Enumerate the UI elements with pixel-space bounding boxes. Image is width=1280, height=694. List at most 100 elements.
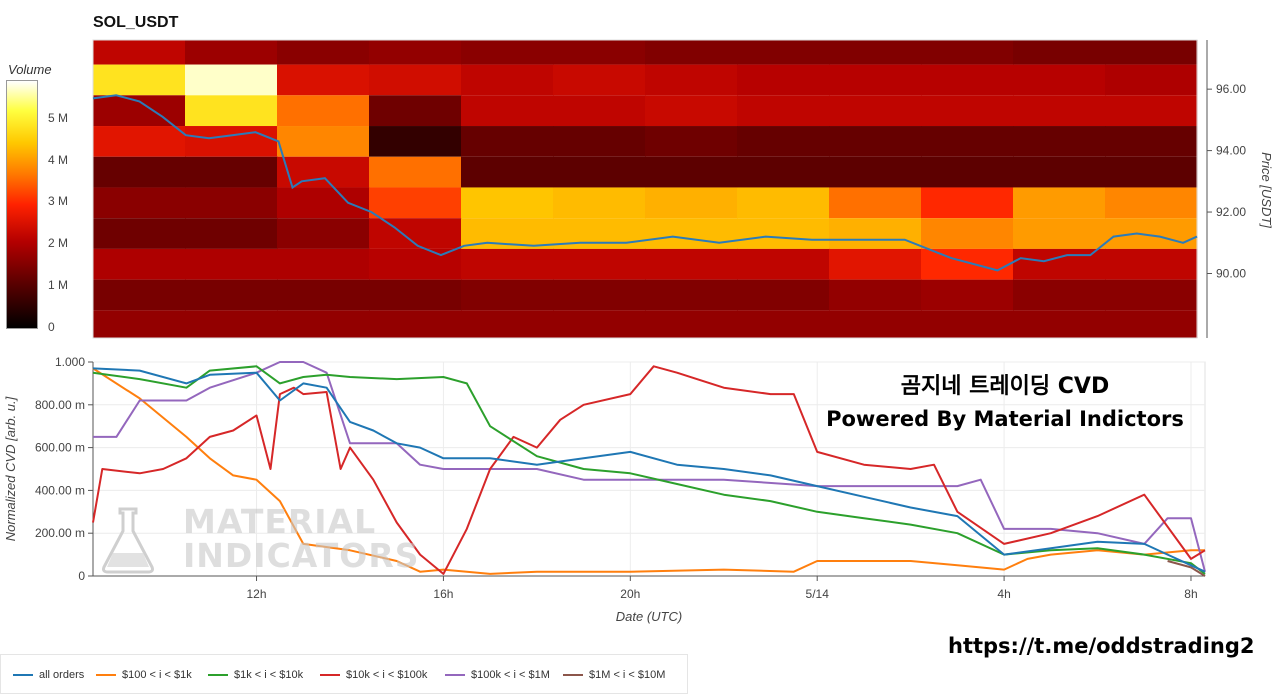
- cvd-y-tick-label: 0: [78, 569, 85, 583]
- colorbar-tick: 3 M: [48, 194, 69, 209]
- cvd-y-tick-label: 600.00 m: [35, 441, 85, 455]
- heatmap-cell: [553, 64, 646, 96]
- heatmap-cell: [645, 126, 738, 157]
- legend-label: $1k < i < $10k: [234, 669, 304, 681]
- heatmap-cell: [921, 279, 1014, 311]
- heatmap-cell: [645, 248, 738, 280]
- heatmap-cell: [369, 40, 462, 65]
- heatmap-cell: [553, 40, 646, 65]
- heatmap-cell: [1013, 156, 1106, 188]
- cvd-series-line: [1167, 560, 1206, 577]
- heatmap-cell: [461, 40, 554, 65]
- legend-swatch: [320, 674, 340, 677]
- legend-item[interactable]: $1M < i < $10M: [563, 669, 665, 681]
- heatmap-cell: [461, 279, 554, 311]
- legend-item[interactable]: $100 < i < $1k: [96, 669, 192, 681]
- heatmap-cell: [461, 156, 554, 188]
- heatmap-cell: [737, 126, 830, 157]
- cvd-x-tick-label: 20h: [620, 587, 640, 601]
- heatmap-cell: [1013, 126, 1106, 157]
- cvd-x-tick-label: 4h: [997, 587, 1010, 601]
- heatmap-cell: [185, 156, 278, 188]
- heatmap-cell: [829, 95, 922, 127]
- heatmap-cell: [461, 64, 554, 96]
- legend-item[interactable]: $1k < i < $10k: [208, 669, 303, 681]
- heatmap-cell: [553, 310, 646, 338]
- heatmap-cell: [277, 310, 370, 338]
- heatmap-cell: [737, 310, 830, 338]
- overlay-line2: Powered By Material Indictors: [826, 407, 1184, 431]
- heatmap-cell: [277, 248, 370, 280]
- heatmap-cell: [185, 218, 278, 249]
- heatmap-cell: [1105, 187, 1198, 219]
- heatmap-cell: [829, 64, 922, 96]
- orderbook-heatmap: 96.00 94.00 92.00 90.00 Price [USDT]: [92, 39, 1274, 339]
- legend-label: $10k < i < $100k: [346, 669, 428, 681]
- volume-colorbar: [6, 80, 38, 329]
- heatmap-cell: [737, 279, 830, 311]
- price-tick-label: 94.00: [1216, 144, 1246, 158]
- heatmap-cell: [461, 248, 554, 280]
- overlay-caption: 곰지네 트레이딩 CVD Powered By Material Indicto…: [775, 372, 1235, 436]
- heatmap-cell: [1013, 187, 1106, 219]
- heatmap-cell: [829, 156, 922, 188]
- heatmap-cell: [645, 310, 738, 338]
- heatmap-cell: [645, 218, 738, 249]
- heatmap-cell: [369, 187, 462, 219]
- heatmap-cell: [93, 248, 186, 280]
- heatmap-cell: [829, 187, 922, 219]
- heatmap-cell: [93, 156, 186, 188]
- heatmap-cell: [645, 40, 738, 65]
- heatmap-cell: [1105, 156, 1198, 188]
- legend-swatch: [563, 674, 583, 677]
- flask-logo-icon: [102, 507, 154, 574]
- heatmap-cell: [185, 126, 278, 157]
- heatmap-cell: [1013, 95, 1106, 127]
- heatmap-cell: [369, 156, 462, 188]
- telegram-link[interactable]: https://t.me/oddstrading2: [948, 634, 1255, 658]
- cvd-x-tick-label: 12h: [247, 587, 267, 601]
- cvd-y-tick-label: 1.000: [55, 355, 85, 369]
- heatmap-cell: [277, 156, 370, 188]
- heatmap-cell: [185, 95, 278, 127]
- legend-item[interactable]: $100k < i < $1M: [445, 669, 550, 681]
- heatmap-cell: [185, 279, 278, 311]
- heatmap-cell: [1013, 218, 1106, 249]
- watermark-line2: INDICATORS: [183, 536, 420, 575]
- heatmap-cell: [185, 187, 278, 219]
- heatmap-cell: [461, 187, 554, 219]
- heatmap-cell: [369, 126, 462, 157]
- heatmap-cell: [277, 40, 370, 65]
- heatmap-cell: [93, 187, 186, 219]
- colorbar-tick: 0: [48, 320, 55, 334]
- legend-label: all orders: [39, 669, 85, 681]
- heatmap-cell: [645, 156, 738, 188]
- heatmap-cell: [921, 248, 1014, 280]
- cvd-y-tick-label: 400.00 m: [35, 483, 85, 497]
- cvd-y-tick-label: 800.00 m: [35, 398, 85, 412]
- heatmap-cell: [1105, 279, 1198, 311]
- heatmap-cell: [737, 187, 830, 219]
- heatmap-cell: [921, 310, 1014, 338]
- heatmap-cell: [369, 279, 462, 311]
- price-axis-title: Price [USDT]: [1259, 152, 1274, 228]
- cvd-line-chart: 1.000 800.00 m 600.00 m 400.00 m 200.00 m 0 12…: [3, 355, 1206, 624]
- heatmap-frame: [92, 39, 1198, 339]
- legend-item[interactable]: all orders: [13, 669, 84, 681]
- heatmap-cell: [1013, 310, 1106, 338]
- heatmap-cell: [921, 126, 1014, 157]
- heatmap-cell: [645, 64, 738, 96]
- legend-label: $100 < i < $1k: [122, 669, 192, 681]
- heatmap-cell: [1105, 248, 1198, 280]
- price-tick-label: 92.00: [1216, 205, 1246, 219]
- colorbar-label: Volume: [8, 62, 52, 77]
- heatmap-cell: [277, 218, 370, 249]
- cvd-x-tick-label: 5/14: [806, 587, 830, 601]
- heatmap-cell: [737, 156, 830, 188]
- heatmap-cell: [737, 248, 830, 280]
- heatmap-cell: [461, 95, 554, 127]
- heatmap-cell: [553, 279, 646, 311]
- heatmap-cell: [553, 187, 646, 219]
- heatmap-cell: [93, 310, 186, 338]
- legend-item[interactable]: $10k < i < $100k: [320, 669, 427, 681]
